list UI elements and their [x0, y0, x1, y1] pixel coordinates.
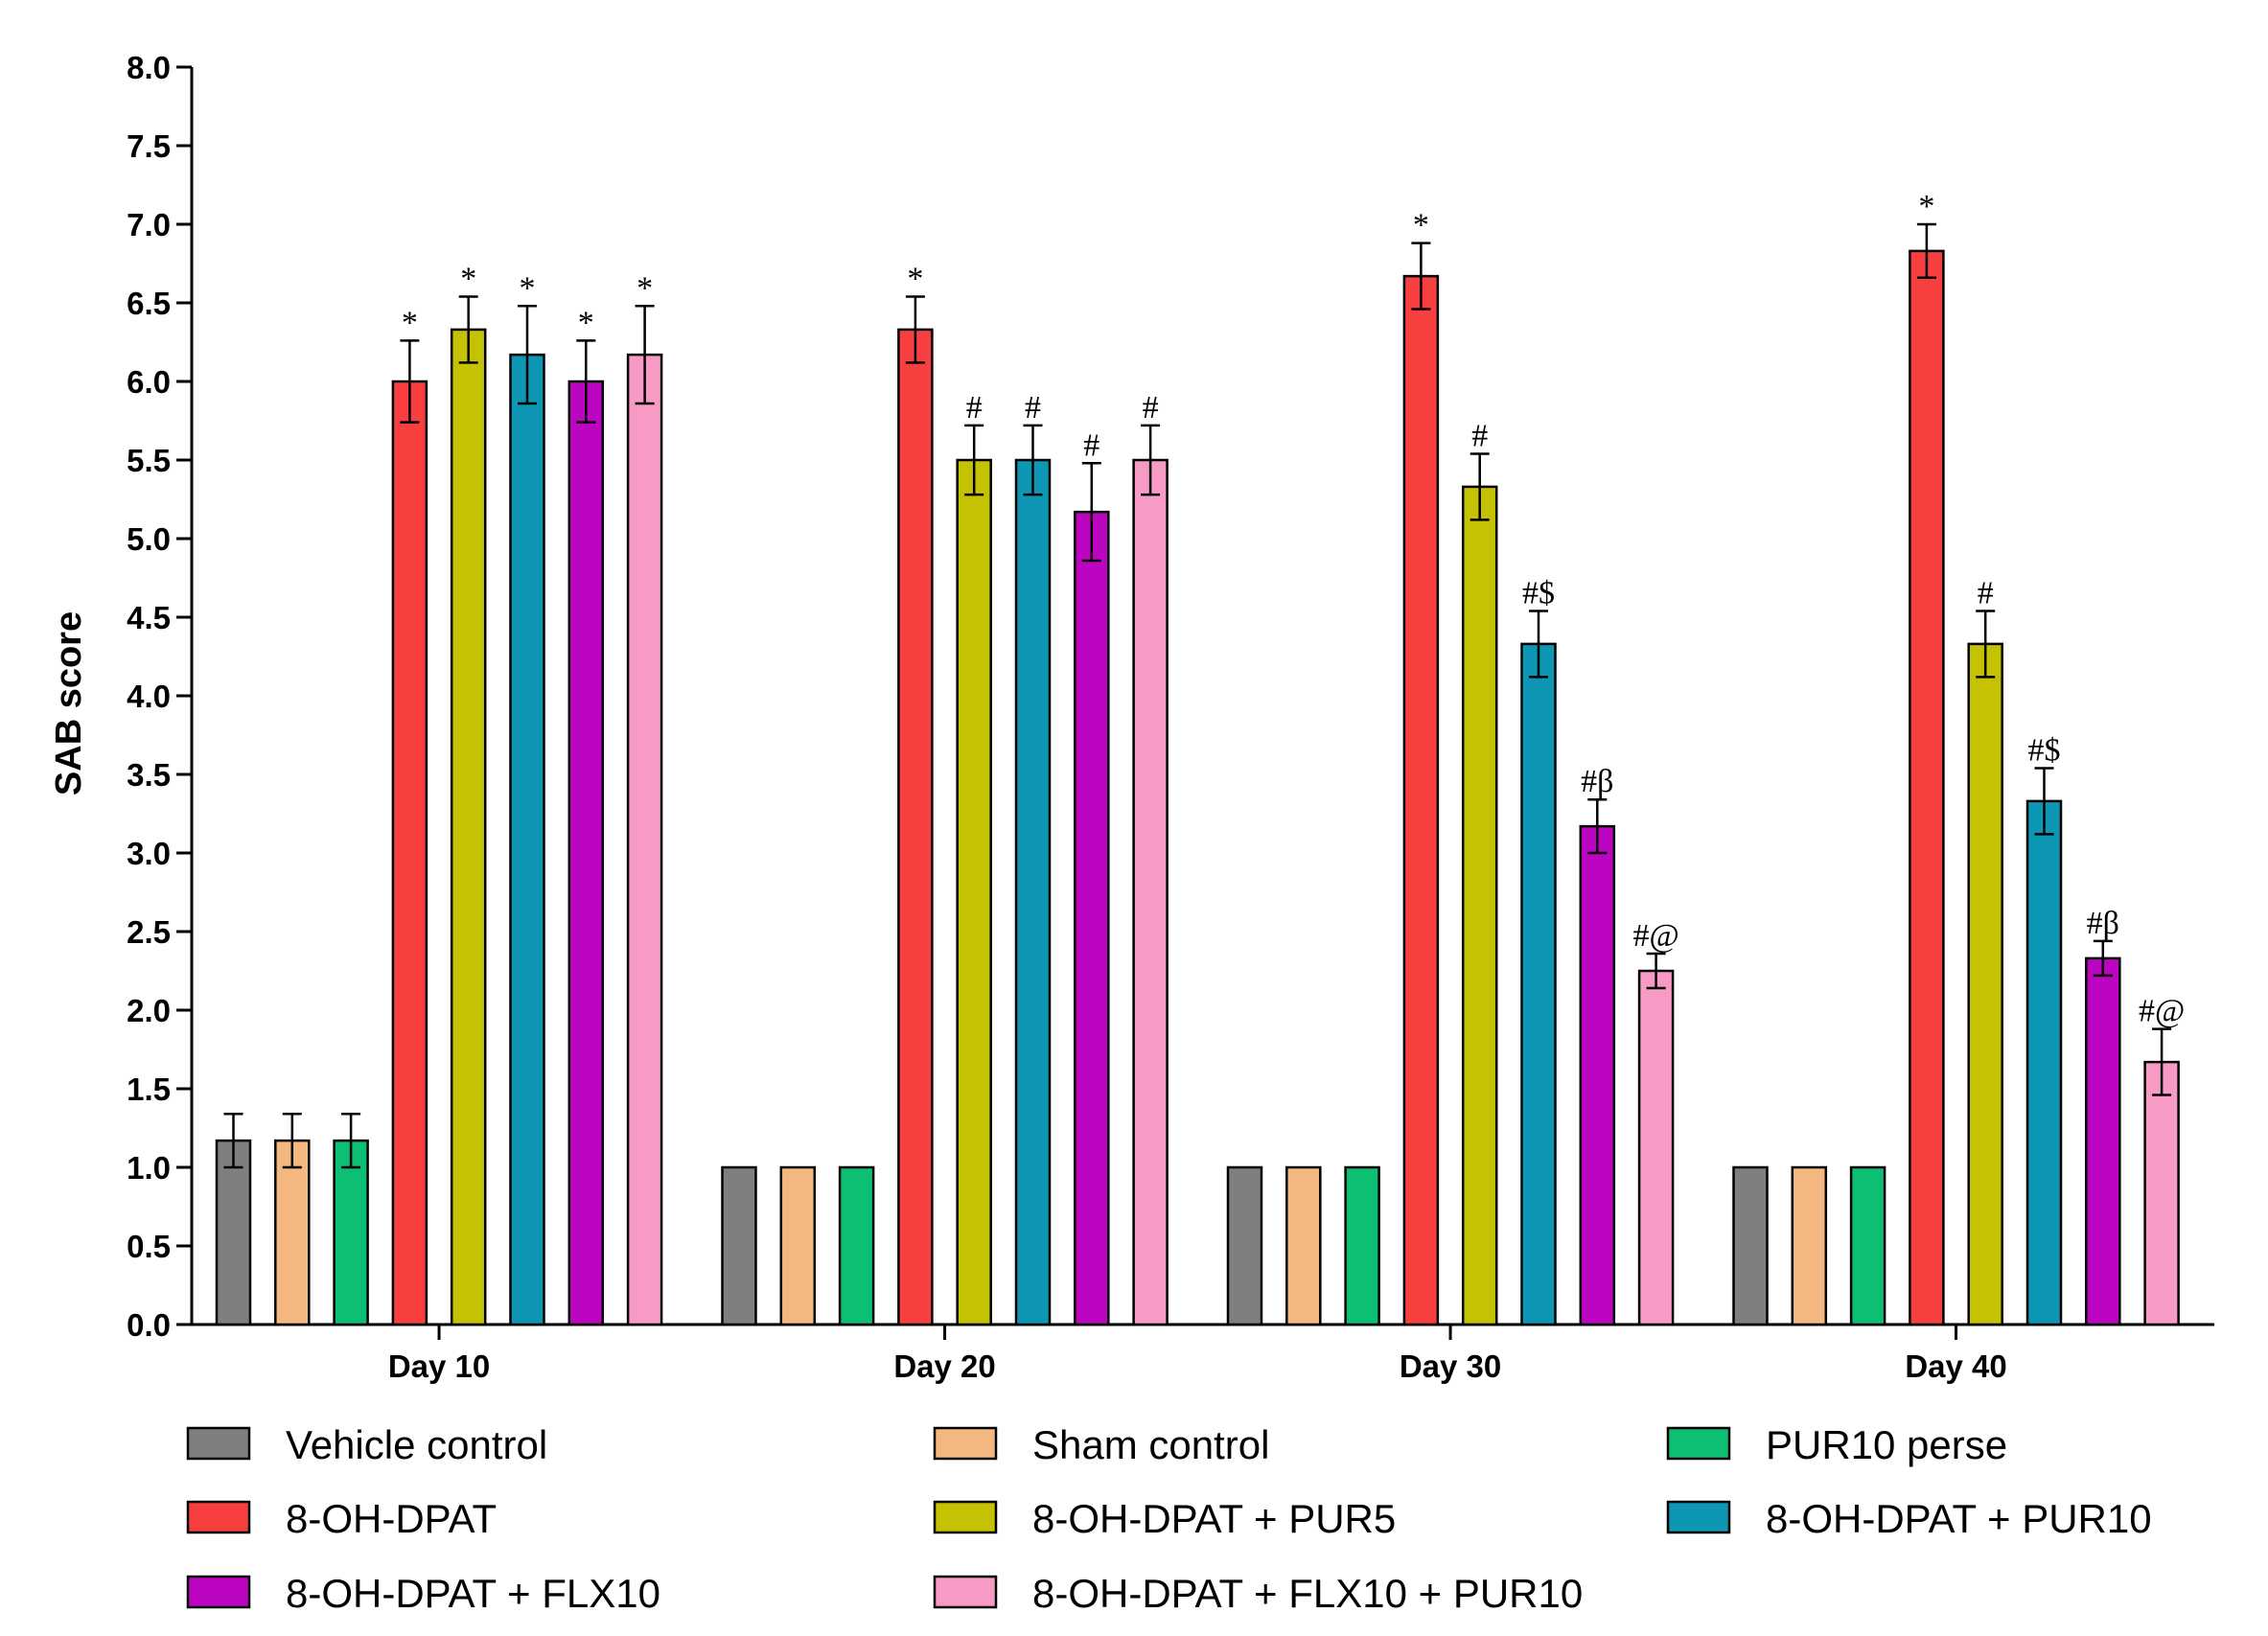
legend-label: 8-OH-DPAT + FLX10	[286, 1571, 660, 1616]
legend-swatch	[186, 1575, 251, 1609]
bar	[1402, 274, 1440, 1326]
bar	[1909, 249, 1945, 1326]
legend-label: 8-OH-DPAT + PUR5	[1032, 1496, 1396, 1541]
significance-label: *	[907, 261, 923, 296]
significance-label: #@	[2139, 994, 2185, 1029]
legend-swatch	[1666, 1426, 1731, 1461]
x-tick-label: Day 30	[1400, 1348, 1501, 1384]
bar	[838, 1165, 875, 1326]
y-tick-label: 7.0	[127, 207, 171, 242]
bar	[2025, 799, 2063, 1326]
legend-swatch	[933, 1500, 998, 1534]
bar	[1285, 1165, 1322, 1326]
y-tick-label: 3.0	[127, 836, 171, 871]
significance-label: *	[1918, 189, 1934, 224]
bar	[1461, 485, 1498, 1326]
significance-label: #	[1025, 390, 1041, 426]
bar	[721, 1165, 757, 1326]
bar	[1732, 1165, 1769, 1326]
y-tick-label: 6.0	[127, 364, 171, 400]
bar	[391, 380, 428, 1326]
bar	[1849, 1165, 1886, 1326]
legend-swatch	[1666, 1500, 1731, 1534]
bar	[1226, 1165, 1263, 1326]
significance-label: #	[1471, 418, 1488, 453]
y-tick-label: 0.5	[127, 1229, 171, 1264]
x-tick-label: Day 20	[893, 1348, 995, 1384]
bar	[450, 328, 487, 1326]
legend-label: Vehicle control	[286, 1422, 547, 1467]
legend-swatch	[186, 1426, 251, 1461]
bar	[1791, 1165, 1828, 1326]
bar	[509, 353, 545, 1326]
significance-label: #	[966, 390, 983, 426]
significance-label: #$	[2028, 732, 2061, 768]
significance-label: #	[1143, 390, 1159, 426]
bar	[1074, 510, 1110, 1326]
bar	[626, 353, 663, 1326]
legend-label: 8-OH-DPAT + FLX10 + PUR10	[1032, 1571, 1583, 1616]
y-tick-label: 7.5	[127, 128, 171, 164]
bar	[897, 328, 934, 1326]
significance-label: #	[1083, 427, 1099, 463]
bar	[1344, 1165, 1380, 1326]
legend-label: Sham control	[1032, 1422, 1269, 1467]
y-tick-label: 8.0	[127, 50, 171, 85]
y-axis-label: SAB score	[49, 611, 89, 795]
bar	[1014, 458, 1052, 1326]
legend: Vehicle control Sham control PUR10 perse 8-…	[186, 1422, 2152, 1616]
significance-label: #@	[1632, 918, 1678, 954]
bar	[2143, 1060, 2180, 1326]
bar	[779, 1165, 817, 1326]
significance-label: #β	[2087, 906, 2119, 941]
significance-label: #	[1978, 575, 1994, 611]
y-tick-label: 4.5	[127, 600, 171, 635]
significance-label: *	[460, 261, 476, 296]
significance-label: *	[636, 270, 653, 306]
bar	[956, 458, 992, 1326]
bar	[333, 1139, 369, 1326]
bar	[1967, 642, 2003, 1326]
y-tick-label: 4.0	[127, 679, 171, 714]
bar	[2085, 956, 2121, 1326]
bar	[1637, 969, 1675, 1326]
y-tick-label: 5.0	[127, 521, 171, 557]
y-tick-label: 2.0	[127, 993, 171, 1028]
significance-label: #β	[1581, 764, 1613, 799]
x-tick-label: Day 40	[1905, 1348, 2006, 1384]
x-tick-label: Day 10	[388, 1348, 490, 1384]
y-tick-label: 3.5	[127, 757, 171, 793]
significance-label: *	[578, 305, 594, 340]
bar	[215, 1139, 252, 1326]
legend-label: 8-OH-DPAT	[286, 1496, 497, 1541]
significance-label: #$	[1522, 575, 1555, 611]
legend-label: 8-OH-DPAT + PUR10	[1766, 1496, 2152, 1541]
significance-label: *	[402, 305, 418, 340]
y-tick-label: 6.5	[127, 286, 171, 321]
legend-swatch	[933, 1426, 998, 1461]
y-tick-label: 1.0	[127, 1150, 171, 1186]
legend-label: PUR10 perse	[1766, 1422, 2007, 1467]
bar	[1520, 642, 1557, 1326]
significance-label: *	[520, 270, 536, 306]
y-tick-label: 2.5	[127, 914, 171, 950]
bar	[567, 380, 605, 1326]
bar	[1579, 824, 1616, 1326]
y-tick-label: 5.5	[127, 443, 171, 478]
legend-swatch	[186, 1500, 251, 1534]
y-axis: 0.0 0.5 1.0 1.5 2.0 2.5 3.0 3.5 4.0 4.5 5.0 5.5 6.0 6…	[127, 50, 194, 1343]
bar	[274, 1139, 311, 1326]
legend-swatch	[933, 1575, 998, 1609]
bar	[1132, 458, 1169, 1326]
y-tick-label: 0.0	[127, 1307, 171, 1343]
y-tick-label: 1.5	[127, 1071, 171, 1107]
significance-label: *	[1413, 208, 1429, 243]
bars-group: * * * * * # # # * # #$ #$ * # #β #β * # #@ #@	[215, 189, 2185, 1326]
